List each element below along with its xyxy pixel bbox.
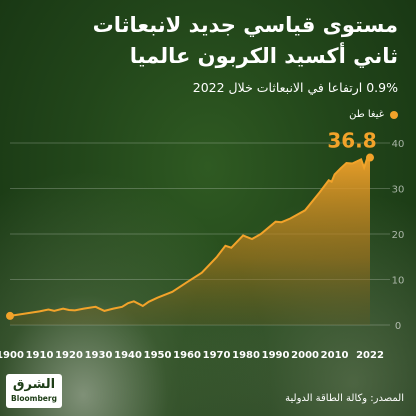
x-tick-label: 1940 [114, 350, 142, 361]
x-tick-label: 1900 [0, 350, 24, 361]
x-tick-label: 1980 [232, 350, 260, 361]
x-tick-label: 1970 [203, 350, 231, 361]
y-tick-label: 20 [392, 230, 405, 241]
y-tick-label: 0 [395, 321, 401, 332]
series-line [9, 156, 371, 317]
source-note: المصدر: وكالة الطاقة الدولية [285, 393, 404, 404]
start-point [6, 311, 14, 320]
x-tick-label: 1930 [85, 350, 113, 361]
chart-subtitle: 0.9% ارتفاعا في الانبعاثات خلال 2022 [192, 80, 398, 95]
x-tick-label: 1990 [262, 350, 290, 361]
x-tick-label: 1920 [55, 350, 83, 361]
title-line-2: ثاني أكسيد الكربون عالميا [129, 44, 398, 68]
legend-dot-icon [390, 110, 398, 119]
logo-arabic: الشرق [12, 377, 56, 392]
x-tick-label: 1960 [173, 350, 201, 361]
logo-english: Bloomberg [11, 394, 57, 403]
series-area [10, 157, 370, 325]
chart-title: مستوى قياسي جديد لانبعاثات ثاني أكسيد ال… [18, 10, 398, 72]
end-point [366, 153, 374, 162]
final-value-label: 36.8 [327, 129, 376, 153]
x-axis-ticks: 1900191019201930194019501960197019801990… [0, 350, 384, 361]
y-axis-ticks: 0 10 20 30 40 [392, 139, 405, 332]
x-tick-label: 1910 [26, 350, 54, 361]
x-tick-label: 2010 [321, 350, 349, 361]
x-tick-label: 1950 [144, 350, 172, 361]
legend: غيغا طن [349, 109, 398, 120]
asharq-bloomberg-logo: الشرق Bloomberg [6, 374, 62, 408]
y-tick-label: 40 [392, 139, 405, 150]
x-tick-label: 2000 [291, 350, 319, 361]
y-tick-label: 30 [392, 185, 405, 196]
y-tick-label: 10 [392, 276, 405, 287]
title-line-1: مستوى قياسي جديد لانبعاثات [92, 13, 398, 37]
x-tick-label: 2022 [356, 350, 384, 361]
legend-label: غيغا طن [349, 109, 384, 120]
